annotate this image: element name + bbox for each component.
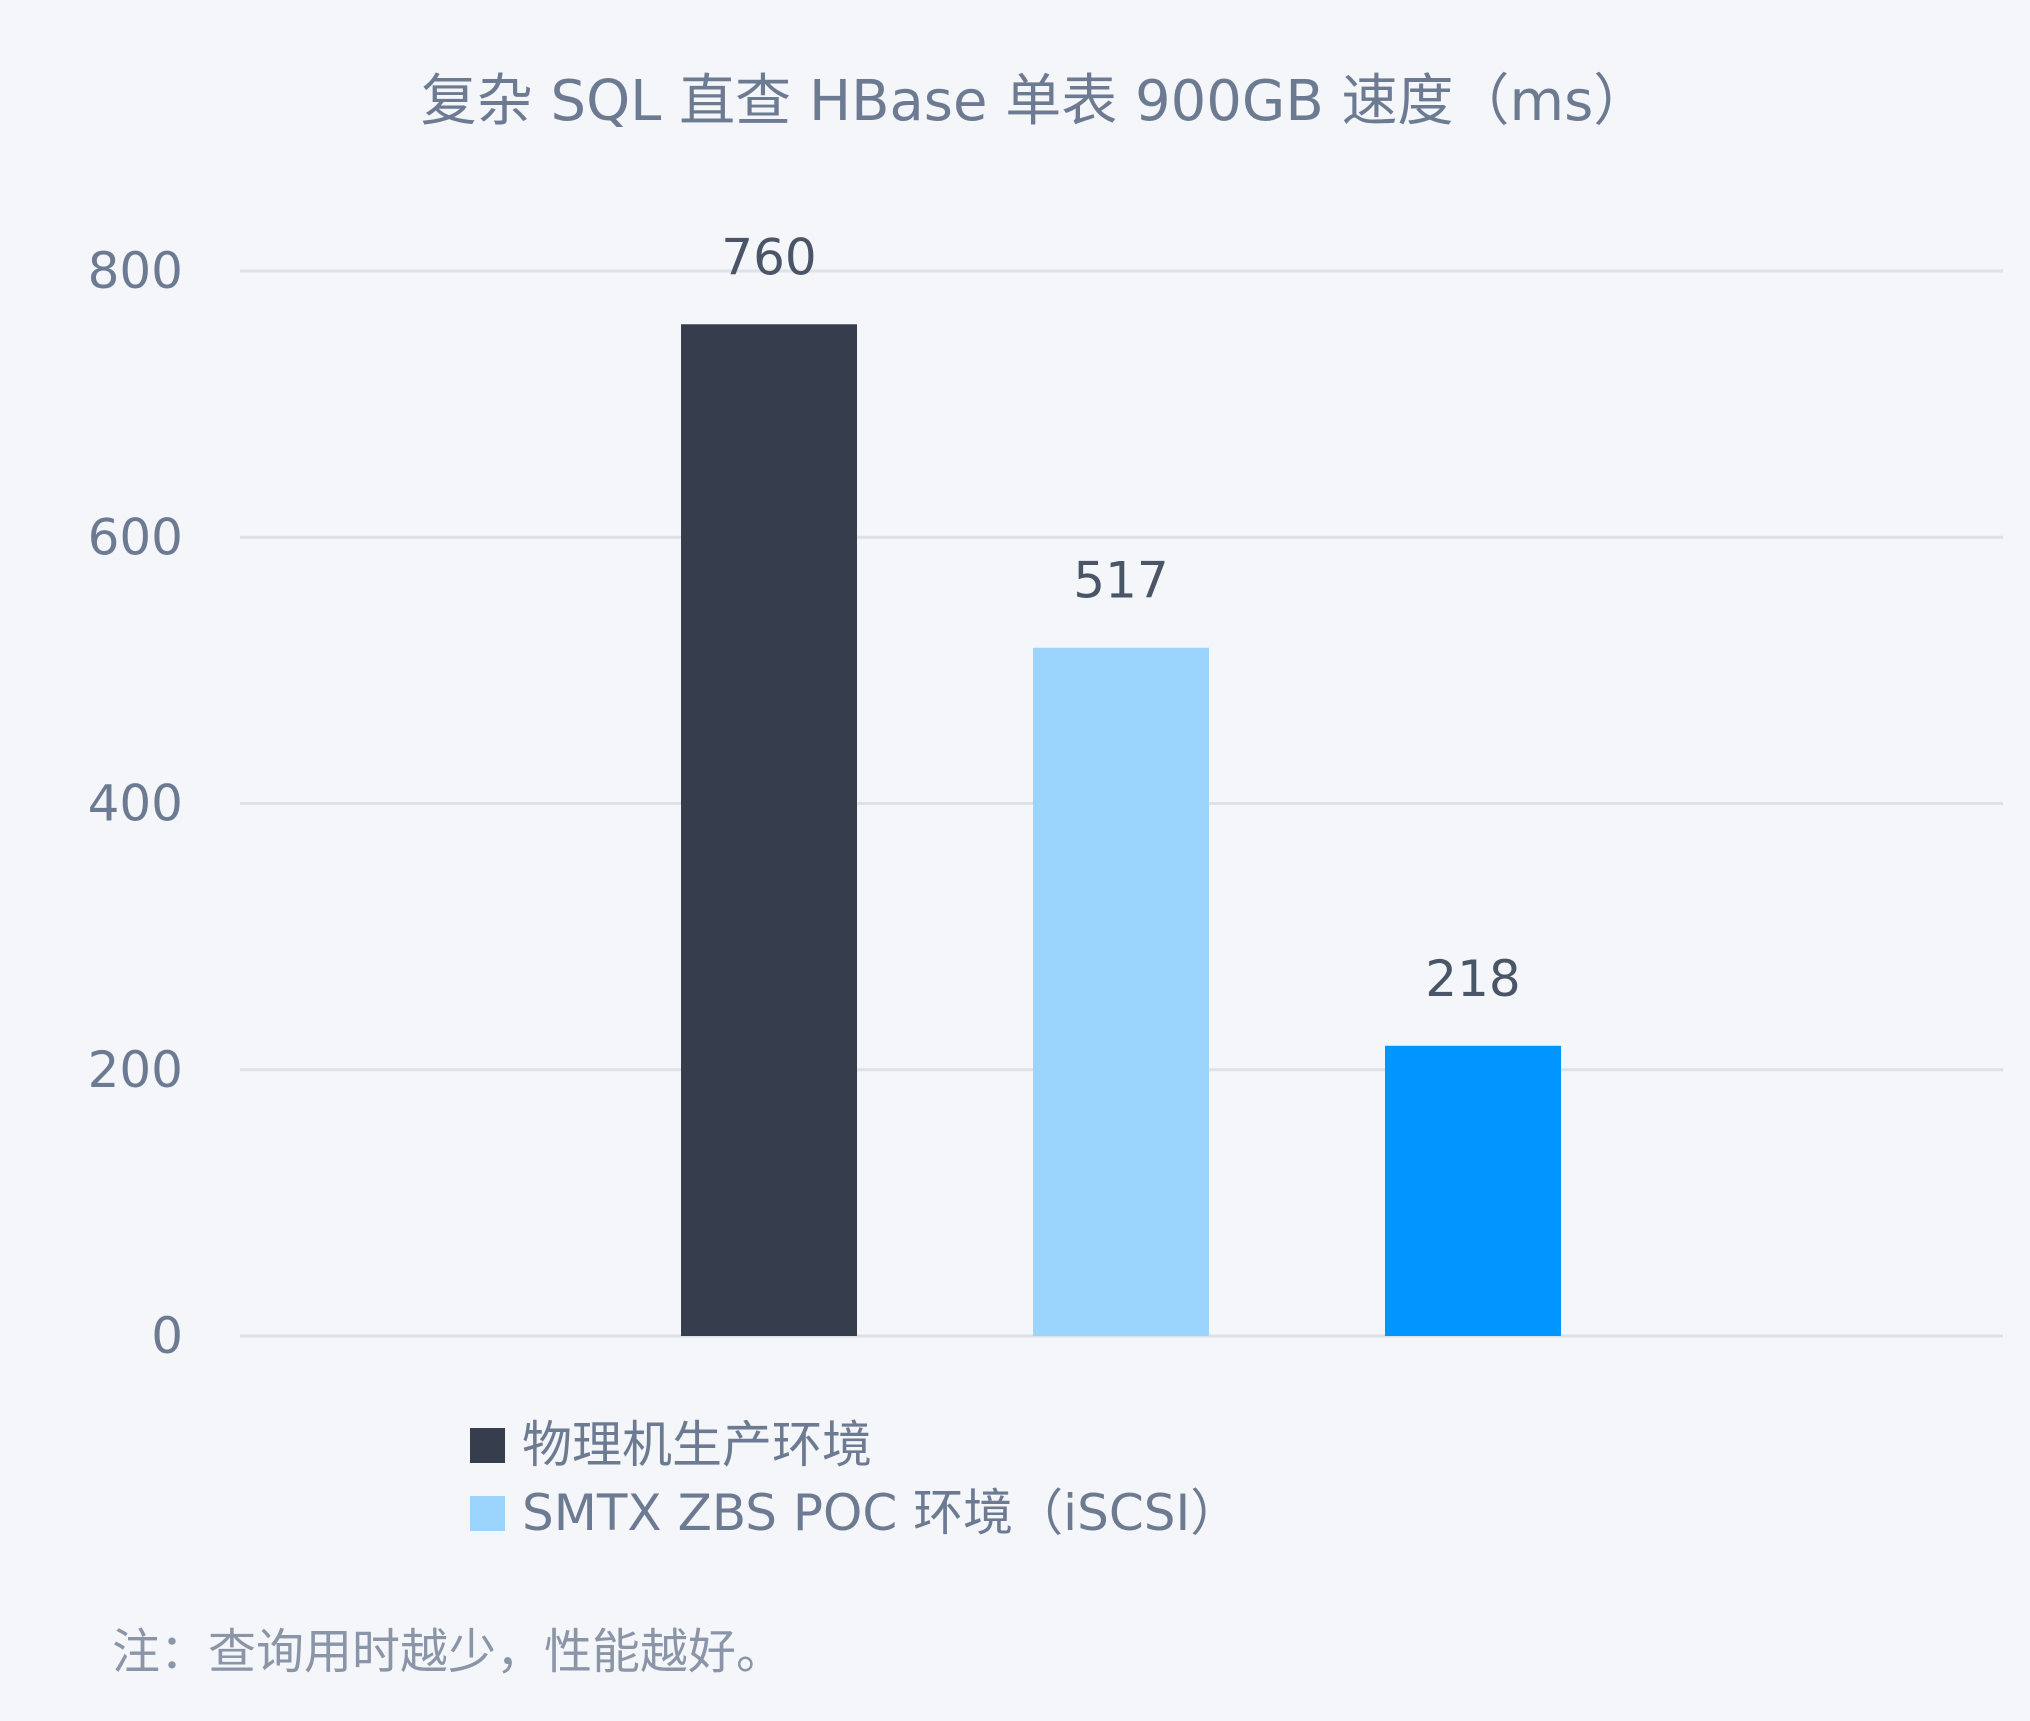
legend: 物理机生产环境 SMTX ZBS POC 环境（iSCSI） xyxy=(470,1416,1240,1542)
footnote: 注：查询用时越少，性能越好。 xyxy=(112,1624,784,1680)
bars xyxy=(681,324,1561,1336)
data-label-2: 517 xyxy=(1073,552,1168,610)
legend-label-smtx: SMTX ZBS POC 环境（iSCSI） xyxy=(522,1484,1240,1542)
data-labels: 760 517 218 xyxy=(721,228,1520,1008)
chart-title: 复杂 SQL 直查 HBase 单表 900GB 速度（ms） xyxy=(421,69,1650,134)
legend-swatch-physical xyxy=(470,1428,505,1463)
bar-2 xyxy=(1033,647,1209,1336)
data-label-3: 218 xyxy=(1425,950,1520,1008)
y-tick-label: 200 xyxy=(88,1041,183,1099)
bar-3 xyxy=(1385,1045,1561,1336)
legend-label-physical: 物理机生产环境 xyxy=(522,1416,872,1474)
y-tick-label: 800 xyxy=(88,242,183,300)
y-tick-label: 0 xyxy=(151,1307,183,1365)
bar-1 xyxy=(681,324,857,1336)
legend-swatch-smtx xyxy=(470,1496,505,1531)
data-label-1: 760 xyxy=(721,228,816,286)
y-axis-ticks: 0 200 400 600 800 xyxy=(88,242,183,1365)
y-tick-label: 600 xyxy=(88,508,183,566)
y-tick-label: 400 xyxy=(88,775,183,833)
